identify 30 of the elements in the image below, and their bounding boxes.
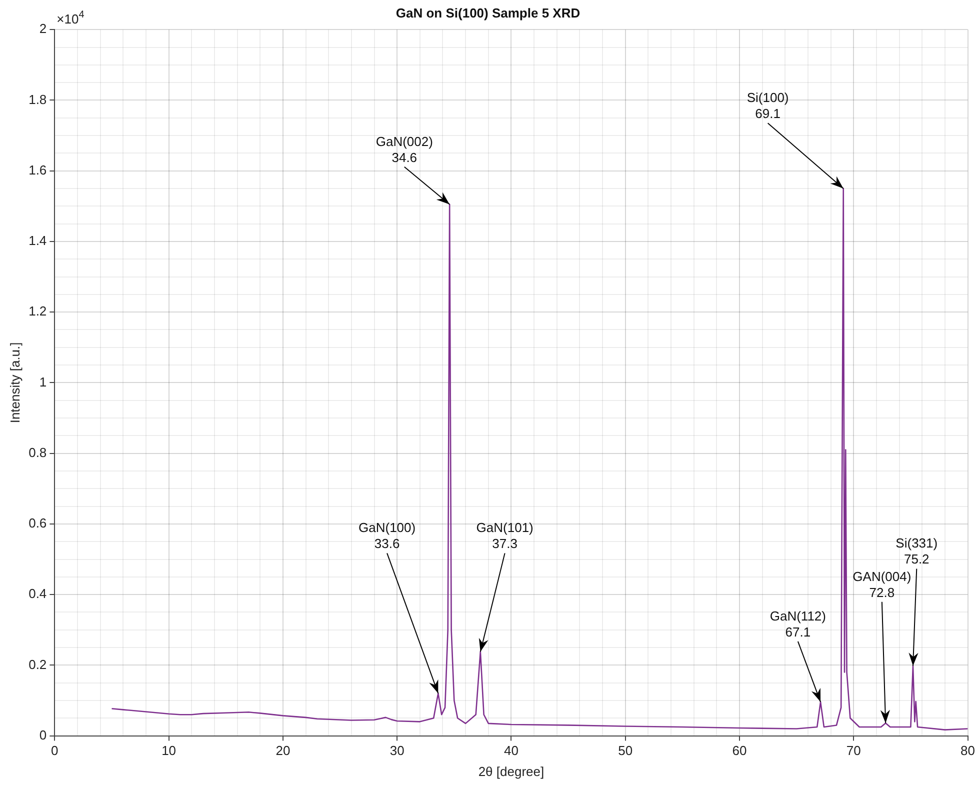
y-tick-label: 1 xyxy=(39,374,47,390)
x-tick-label: 10 xyxy=(162,743,176,758)
x-tick-label: 80 xyxy=(960,743,976,758)
x-tick-label: 20 xyxy=(276,743,290,758)
y-tick-label: 0.6 xyxy=(28,516,47,531)
annotation: Si(100) 69.1 xyxy=(746,90,789,122)
y-tick-label: 1.8 xyxy=(28,92,47,107)
x-axis-title: 2θ [degree] xyxy=(478,764,544,779)
annotation: GaN(100) 33.6 xyxy=(358,520,416,552)
annotation: GAN(004) 72.8 xyxy=(852,568,912,600)
x-tick-label: 50 xyxy=(618,743,633,758)
annotation: GaN(112) 67.1 xyxy=(770,608,826,640)
annotation: GaN(002) 34.6 xyxy=(376,134,433,165)
y-tick-label: 0.2 xyxy=(28,656,47,672)
chart-title: GaN on Si(100) Sample 5 XRD xyxy=(396,5,580,20)
annotation: Si(331) 75.2 xyxy=(896,536,938,567)
y-tick-label: 1.6 xyxy=(28,162,47,178)
y-tick-label: 2 xyxy=(39,21,47,36)
y-axis-title: Intensity [a.u.] xyxy=(7,342,22,424)
y-tick-label: 1.4 xyxy=(28,233,47,248)
x-tick-label: 70 xyxy=(846,743,861,758)
y-tick-label: 1.2 xyxy=(28,304,47,319)
x-tick-label: 0 xyxy=(51,743,58,758)
y-tick-label: 0.4 xyxy=(28,586,47,602)
y-tick-label: 0 xyxy=(39,727,47,742)
x-tick-label: 40 xyxy=(504,743,518,758)
x-tick-label: 60 xyxy=(732,743,747,758)
y-tick-label: 0.8 xyxy=(28,444,47,460)
annotation: GaN(101) 37.3 xyxy=(476,520,534,552)
x-tick-label: 30 xyxy=(390,743,404,758)
